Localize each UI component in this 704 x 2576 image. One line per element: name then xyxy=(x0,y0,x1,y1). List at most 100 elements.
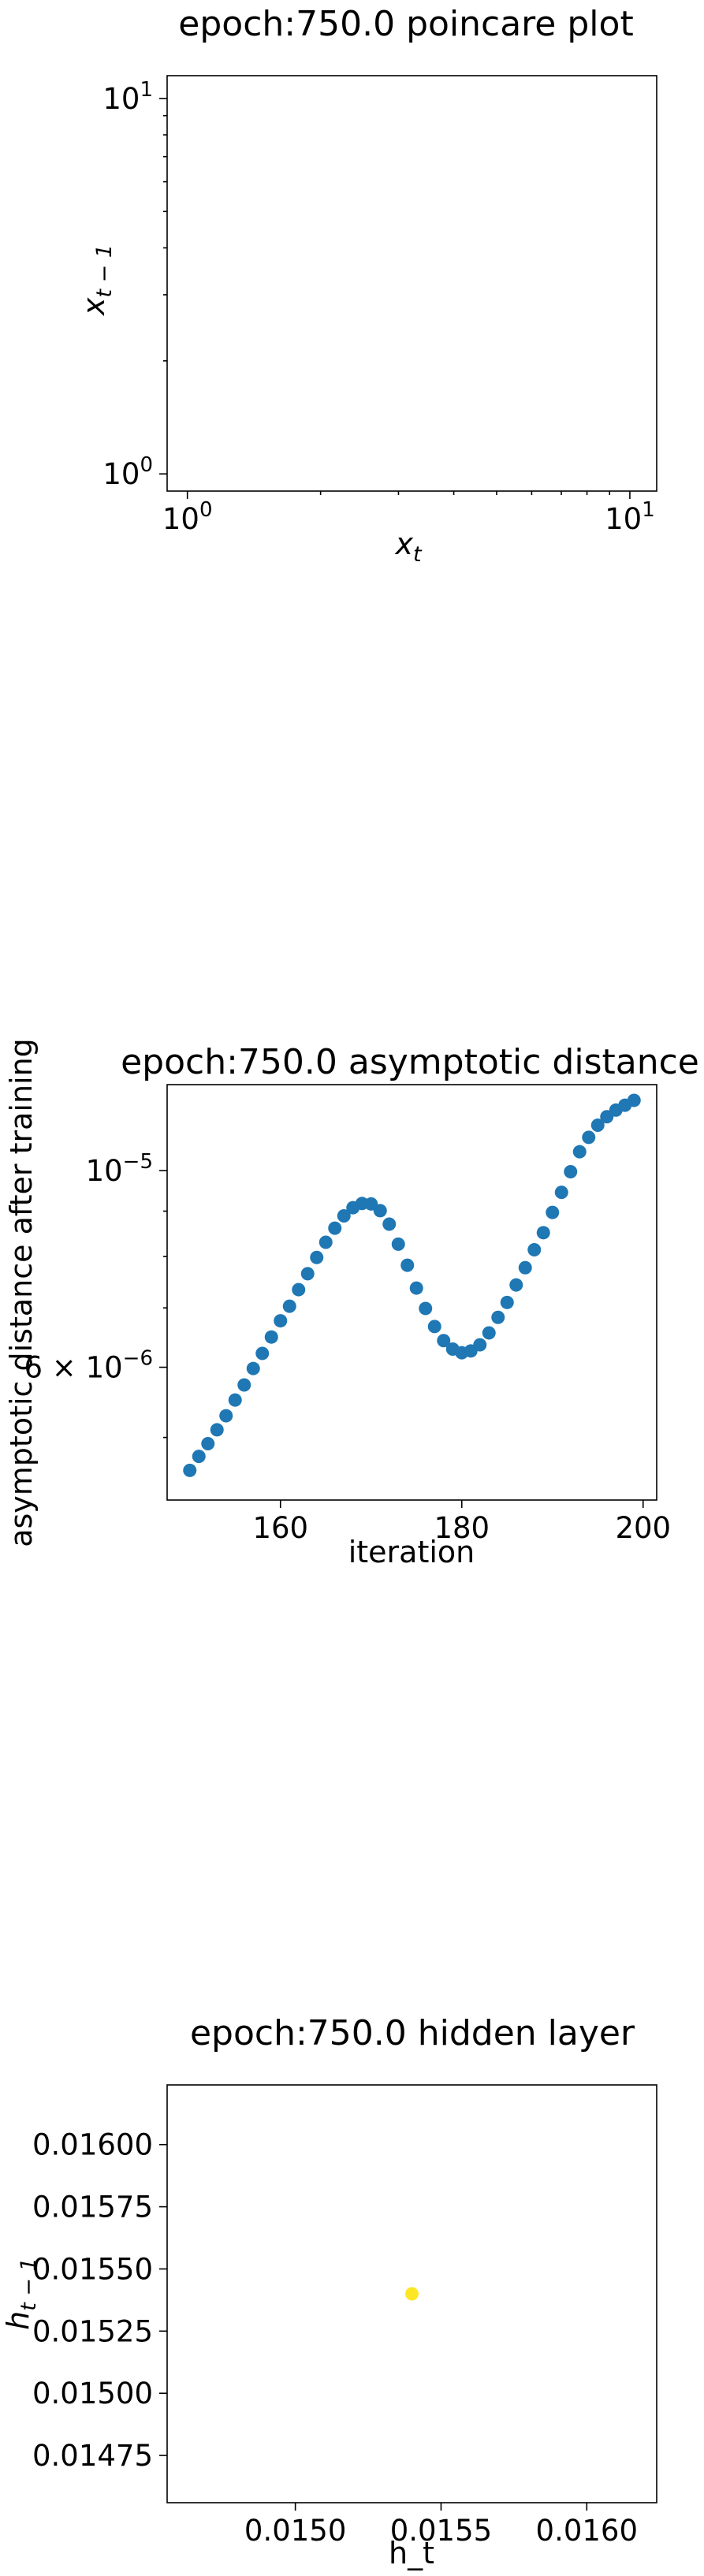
asymptotic-distance-points xyxy=(183,1093,641,1477)
data-point xyxy=(518,1260,532,1275)
data-point xyxy=(405,2287,419,2301)
poincare-plot-axes-frame xyxy=(166,75,657,492)
hidden-layer-y-label-subscript: t − 1 xyxy=(17,2258,41,2311)
data-point xyxy=(237,1378,251,1392)
y-tick-label-base: 10 xyxy=(86,1154,123,1188)
hidden-layer-x-ticks: 0.0150 0.0155 0.0160 xyxy=(244,2503,638,2548)
data-point xyxy=(219,1409,233,1423)
data-point xyxy=(183,1463,197,1477)
y-tick-label-base: 10 xyxy=(102,82,140,116)
y-tick-label-exponent: 0 xyxy=(140,453,153,477)
y-tick-label-base: 10 xyxy=(102,457,140,491)
data-point xyxy=(382,1217,397,1231)
asymptotic-distance-title: epoch:750.0 asymptotic distance xyxy=(121,1042,699,1082)
hidden-layer-x-axis-label: h_t xyxy=(389,2536,434,2570)
poincare-plot-y-label-subscript: t − 1 xyxy=(92,244,117,298)
hidden-layer-y-label-base: h xyxy=(1,2311,35,2330)
y-tick-label: 0.01575 xyxy=(32,2191,153,2224)
y-tick-label: 0.01550 xyxy=(32,2252,153,2286)
poincare-plot-x-label-base: x xyxy=(394,527,413,561)
asymptotic-distance-axes-frame xyxy=(166,1084,657,1501)
x-tick-label-base: 10 xyxy=(162,502,199,536)
x-tick-label: 200 xyxy=(615,1511,671,1545)
data-point xyxy=(282,1299,296,1313)
y-tick-label-prefix: 6 × xyxy=(24,1351,86,1385)
x-tick-label: 180 xyxy=(434,1511,490,1545)
data-point xyxy=(546,1205,560,1219)
hidden-layer-axes-frame xyxy=(166,2084,657,2503)
data-point xyxy=(228,1393,242,1407)
data-point xyxy=(210,1423,224,1437)
asymptotic-distance-y-ticks: 10−56 × 10−6 xyxy=(24,1150,167,1385)
asymptotic-distance-x-axis-label: iteration xyxy=(348,1535,475,1569)
y-tick-label: 0.01525 xyxy=(32,2314,153,2348)
data-point xyxy=(491,1310,505,1324)
data-point xyxy=(318,1235,333,1249)
data-point xyxy=(337,1208,351,1223)
asymptotic-distance-x-ticks: 160 180 200 xyxy=(252,1500,671,1545)
data-point xyxy=(201,1436,215,1450)
data-point xyxy=(409,1281,423,1295)
data-point xyxy=(310,1250,324,1264)
data-point xyxy=(582,1130,596,1145)
y-tick-label: 0.01600 xyxy=(32,2128,153,2162)
asymptotic-distance-plot: epoch:750.0 asymptotic distance 160 180 20… xyxy=(4,1038,699,1569)
data-point xyxy=(500,1295,514,1309)
data-point xyxy=(274,1314,288,1328)
x-tick-label-exponent: 1 xyxy=(642,498,655,522)
poincare-plot-x-label-subscript: t xyxy=(413,542,423,567)
poincare-plot-y-axis-label: xt − 1 xyxy=(76,244,117,316)
data-point xyxy=(536,1226,550,1240)
x-tick-label: 100 xyxy=(162,498,213,536)
data-point xyxy=(427,1320,441,1334)
data-point xyxy=(627,1093,641,1107)
data-point xyxy=(400,1258,415,1272)
data-point xyxy=(246,1361,260,1375)
data-point xyxy=(564,1164,578,1178)
data-point xyxy=(328,1221,342,1235)
data-point xyxy=(255,1346,270,1361)
data-point xyxy=(391,1237,405,1251)
poincare-plot-minor-ticks xyxy=(163,114,611,495)
y-tick-label-exponent: −5 xyxy=(123,1150,153,1174)
hidden-layer-points xyxy=(405,2287,419,2301)
data-point xyxy=(554,1186,568,1200)
data-point xyxy=(300,1267,315,1281)
y-tick-label-base: 10 xyxy=(86,1351,123,1385)
asymptotic-distance-minor-ticks xyxy=(163,1210,167,1439)
data-point xyxy=(509,1278,523,1292)
x-tick-label: 0.0155 xyxy=(390,2514,492,2548)
data-point xyxy=(264,1330,278,1344)
x-tick-label: 0.0160 xyxy=(536,2514,638,2548)
data-point xyxy=(373,1204,387,1218)
y-tick-label: 101 xyxy=(102,78,153,116)
data-point xyxy=(192,1450,206,1464)
x-tick-label: 0.0150 xyxy=(244,2514,346,2548)
poincare-plot-x-axis-label: xt xyxy=(394,527,423,567)
poincare-plot-x-ticks: 100 101 xyxy=(162,491,655,536)
data-point xyxy=(572,1145,587,1159)
data-point xyxy=(527,1243,542,1257)
y-tick-label-exponent: 1 xyxy=(140,78,153,102)
data-point xyxy=(437,1334,451,1348)
y-tick-label: 100 xyxy=(102,453,153,491)
x-tick-label-base: 10 xyxy=(605,502,642,536)
data-point xyxy=(590,1118,605,1132)
data-point xyxy=(292,1282,306,1297)
poincare-plot: epoch:750.0 poincare plot 100 101 100101 … xyxy=(76,4,657,567)
poincare-plot-title: epoch:750.0 poincare plot xyxy=(178,4,633,44)
asymptotic-distance-y-axis-label: asymptotic distance after training xyxy=(4,1038,39,1547)
hidden-layer-y-ticks: 0.01475 0.01500 0.01525 0.01550 0.01575 0.016… xyxy=(32,2128,167,2473)
data-point xyxy=(419,1301,433,1316)
y-tick-label: 0.01500 xyxy=(32,2377,153,2410)
x-tick-label-exponent: 0 xyxy=(199,498,213,522)
data-point xyxy=(482,1326,496,1340)
hidden-layer-title: epoch:750.0 hidden layer xyxy=(190,2013,635,2053)
y-tick-label: 0.01475 xyxy=(32,2439,153,2473)
y-tick-label: 6 × 10−6 xyxy=(24,1347,154,1385)
y-tick-label-exponent: −6 xyxy=(123,1347,153,1371)
hidden-layer-plot: epoch:750.0 hidden layer 0.0150 0.0155 0.0… xyxy=(1,2013,657,2570)
x-tick-label: 160 xyxy=(252,1511,308,1545)
